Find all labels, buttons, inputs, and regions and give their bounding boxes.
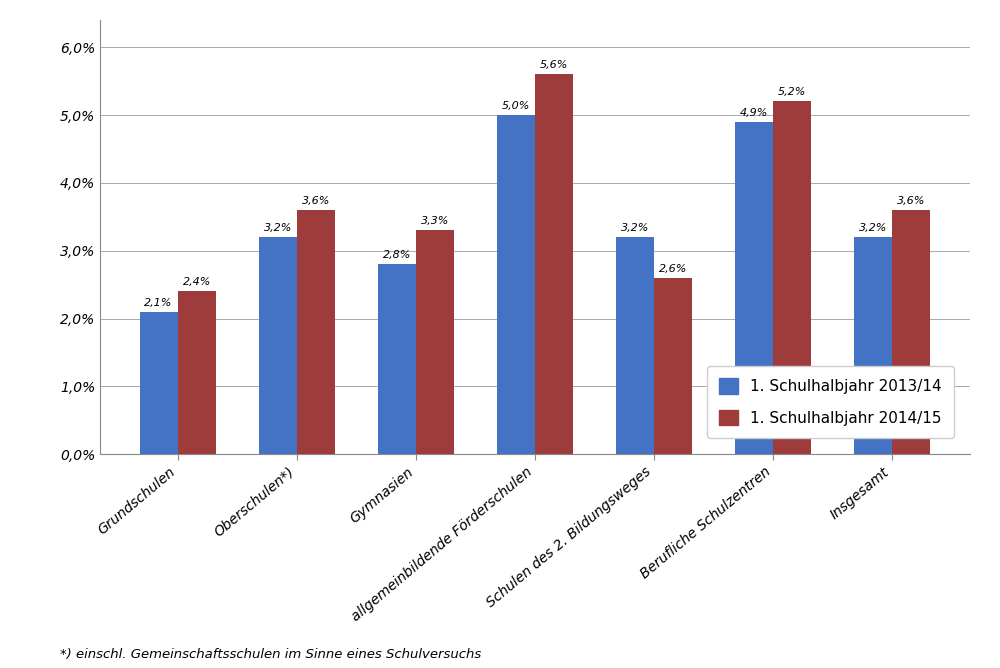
Text: 2,4%: 2,4% xyxy=(183,277,211,287)
Bar xyxy=(497,115,535,454)
Bar xyxy=(892,210,930,454)
Text: 2,6%: 2,6% xyxy=(659,264,687,274)
Text: 4,9%: 4,9% xyxy=(740,108,768,118)
Text: 5,6%: 5,6% xyxy=(540,60,568,70)
Text: 3,2%: 3,2% xyxy=(859,223,887,233)
Text: 2,8%: 2,8% xyxy=(383,250,411,261)
Bar xyxy=(773,102,811,454)
Bar xyxy=(259,237,297,454)
Bar xyxy=(735,122,773,454)
Text: 5,2%: 5,2% xyxy=(778,88,806,98)
Legend: 1. Schulhalbjahr 2013/14, 1. Schulhalbjahr 2014/15: 1. Schulhalbjahr 2013/14, 1. Schulhalbja… xyxy=(707,366,954,438)
Bar xyxy=(416,230,454,454)
Bar xyxy=(616,237,654,454)
Text: *) einschl. Gemeinschaftsschulen im Sinne eines Schulversuchs: *) einschl. Gemeinschaftsschulen im Sinn… xyxy=(60,649,481,661)
Bar xyxy=(297,210,335,454)
Text: 3,3%: 3,3% xyxy=(421,216,449,226)
Bar xyxy=(854,237,892,454)
Text: 3,2%: 3,2% xyxy=(621,223,649,233)
Text: 5,0%: 5,0% xyxy=(502,101,530,111)
Bar xyxy=(535,74,573,454)
Bar xyxy=(140,312,178,454)
Text: 2,1%: 2,1% xyxy=(144,298,173,308)
Bar xyxy=(654,278,692,454)
Text: 3,2%: 3,2% xyxy=(264,223,292,233)
Bar xyxy=(378,265,416,454)
Text: 3,6%: 3,6% xyxy=(897,196,926,206)
Bar xyxy=(178,291,216,454)
Text: 3,6%: 3,6% xyxy=(302,196,330,206)
